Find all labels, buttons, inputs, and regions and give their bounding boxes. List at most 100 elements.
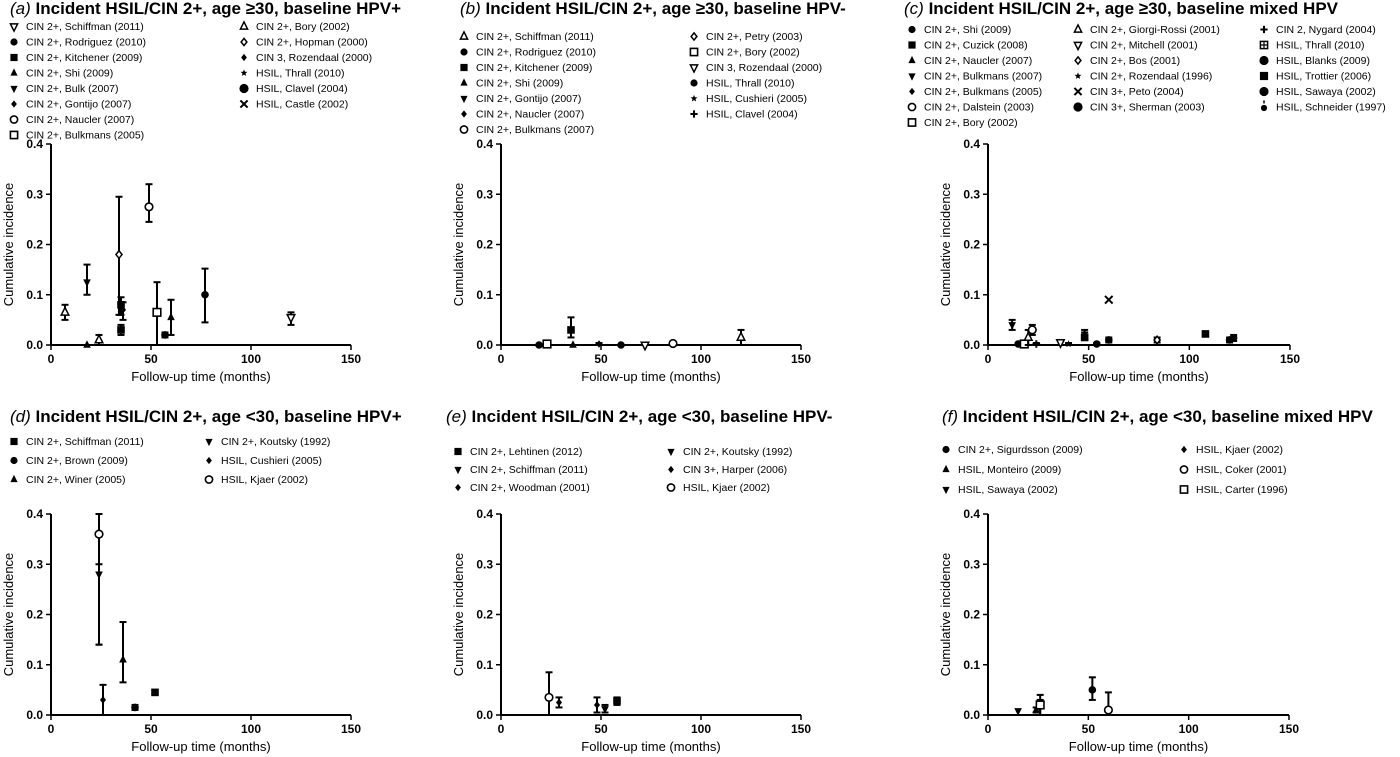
legend-item: CIN 2+, Kitchener (2009): [460, 62, 592, 74]
point-marker-tri-down-open: [1055, 338, 1066, 349]
x-tick-label: 150: [791, 722, 811, 736]
legend-item: CIN 2+, Shi (2009): [908, 24, 1011, 36]
legend-marker-cross: [239, 99, 249, 109]
point-marker-diamond: [593, 701, 601, 709]
legend-marker-tri-up-open: [239, 20, 249, 30]
x-tick-label: 150: [1280, 352, 1300, 366]
legend-item: CIN 2+, Kitchener (2009): [10, 52, 142, 64]
point-marker-circle: [535, 341, 543, 349]
data-point: [535, 341, 543, 349]
legend-label: HSIL, Sawaya (2002): [1276, 86, 1376, 98]
panel-title: (c) Incident HSIL/CIN 2+, age ≥30, basel…: [904, 0, 1339, 18]
legend-marker-circle-big: [1259, 55, 1269, 66]
legend-item: CIN 2+, Rodriguez (2010): [460, 47, 596, 59]
legend-marker-diamond-open: [1074, 55, 1082, 66]
point-marker-square: [567, 326, 575, 334]
legend-item: CIN 2+, Lehtinen (2012): [454, 446, 582, 458]
data-points: [59, 183, 297, 348]
legend-label: CIN 3+, Harper (2006): [683, 464, 787, 476]
legend-marker-tri-down: [205, 438, 213, 447]
x-axis-label: Follow-up time (months): [1069, 369, 1208, 384]
panel-letter-close: ): [23, 407, 35, 426]
legend-marker-tri-down: [667, 448, 675, 457]
point-marker-circle: [1229, 334, 1238, 342]
point-marker-diamond-open: [114, 249, 124, 260]
legend-marker-plus: [1260, 25, 1268, 34]
legend-label: HSIL, Kjaer (2002): [221, 474, 308, 486]
legend-marker-square: [454, 447, 462, 456]
legend-label: CIN 2+, Shi (2009): [924, 24, 1011, 36]
point-marker-diamond-open: [1153, 334, 1162, 345]
legend-marker-circle: [908, 25, 916, 34]
point-marker-square: [151, 688, 159, 697]
panel-letter: d: [16, 407, 26, 426]
data-point: [95, 563, 103, 646]
x-tick-label: 150: [791, 352, 811, 366]
x-tick-label: 100: [1179, 352, 1199, 366]
legend-item: CIN 2+, Bulk (2007): [10, 83, 119, 95]
point-marker-tri-up-open: [735, 330, 747, 342]
legend-marker-square-cross: [1259, 40, 1269, 50]
legend-label: CIN 2+, Lehtinen (2012): [470, 446, 582, 458]
legend-label: HSIL, Thrall (2010): [706, 78, 795, 90]
legend: CIN 2+, Sigurdsson (2009) HSIL, Monteiro …: [942, 444, 1288, 496]
legend-label: HSIL, Clavel (2004): [706, 109, 798, 121]
y-tick-label: 0.4: [476, 137, 493, 151]
panel-a: (a) Incident HSIL/CIN 2+, age ≥30, basel…: [1, 0, 401, 384]
legend-item: CIN 2+, Naucler (2007): [461, 109, 584, 121]
legend-label: CIN 2+, Kitchener (2009): [26, 52, 142, 64]
legend-label: CIN 2+, Brown (2009): [26, 455, 128, 467]
legend-marker-tri-up: [10, 474, 18, 483]
legend-label: CIN 2+, Bulk (2007): [26, 83, 119, 95]
point-marker-diamond: [99, 696, 107, 704]
point-marker-tri-up: [119, 654, 127, 663]
legend-item: HSIL, Carter (1996): [1179, 484, 1288, 496]
x-axis-label: Follow-up time (months): [131, 369, 270, 384]
x-tick-label: 0: [985, 352, 992, 366]
panel-d: (d) Incident HSIL/CIN 2+, age <30, basel…: [1, 407, 402, 754]
legend-marker-square-open: [1179, 485, 1189, 494]
panel-letter-open: (: [10, 0, 18, 18]
x-tick-label: 50: [144, 352, 158, 366]
point-marker-tri-down: [95, 571, 103, 580]
legend-item: CIN 2+, Gontijo (2007): [460, 93, 581, 105]
legend-marker-tri-down-open: [9, 23, 19, 33]
legend-label: CIN 2+, Bory (2002): [924, 117, 1018, 129]
panel-title-text: Incident HSIL/CIN 2+, age <30, baseline …: [963, 407, 1374, 426]
legend-marker-circle-open: [907, 102, 917, 112]
legend-item: CIN 2+, Petry (2003): [690, 31, 803, 43]
legend-item: CIN 2+, Bulkmans (2007): [459, 124, 594, 136]
legend-label: CIN 2+, Gontijo (2007): [476, 93, 581, 105]
point-marker-tri-down: [1014, 708, 1022, 716]
panel-letter: c: [910, 0, 919, 18]
point-marker-tri-up: [569, 340, 577, 348]
x-axis-label: Follow-up time (months): [581, 739, 720, 754]
point-marker-circle-open: [544, 692, 554, 703]
legend-item: HSIL, Castle (2002): [239, 99, 348, 111]
legend-label: CIN 2+, Giorgi-Rossi (2001): [1090, 24, 1220, 36]
legend-item: CIN 2+, Bory (2002): [239, 20, 350, 33]
point-marker-square: [117, 301, 125, 309]
panel-b: (b) Incident HSIL/CIN 2+, age ≥30, basel…: [451, 0, 846, 384]
y-tick-label: 0.2: [26, 608, 43, 622]
point-marker-circle-open: [1027, 325, 1037, 335]
legend-marker-diamond: [11, 100, 17, 108]
data-point: [1105, 336, 1113, 344]
point-marker-circle: [201, 290, 209, 299]
legend-item: CIN 2+, Bory (2002): [689, 47, 800, 59]
y-tick-label: 0.2: [963, 238, 980, 252]
point-marker-square: [1201, 330, 1210, 338]
point-marker-tri-up: [167, 312, 175, 321]
point-marker-circle-open: [668, 338, 678, 349]
data-points: [1008, 295, 1238, 349]
y-axis-label: Cumulative incidence: [938, 183, 953, 307]
data-point: [668, 338, 678, 349]
legend-item: HSIL, Schneider (1997): [1260, 100, 1386, 114]
legend-marker-tri-down: [460, 95, 468, 104]
legend-marker-tri-down: [908, 73, 916, 81]
data-point: [735, 328, 747, 346]
legend-label: CIN 3, Rozendaal (2000): [706, 62, 822, 74]
x-tick-label: 50: [594, 352, 608, 366]
legend-label: CIN 2+, Woodman (2001): [470, 482, 590, 494]
